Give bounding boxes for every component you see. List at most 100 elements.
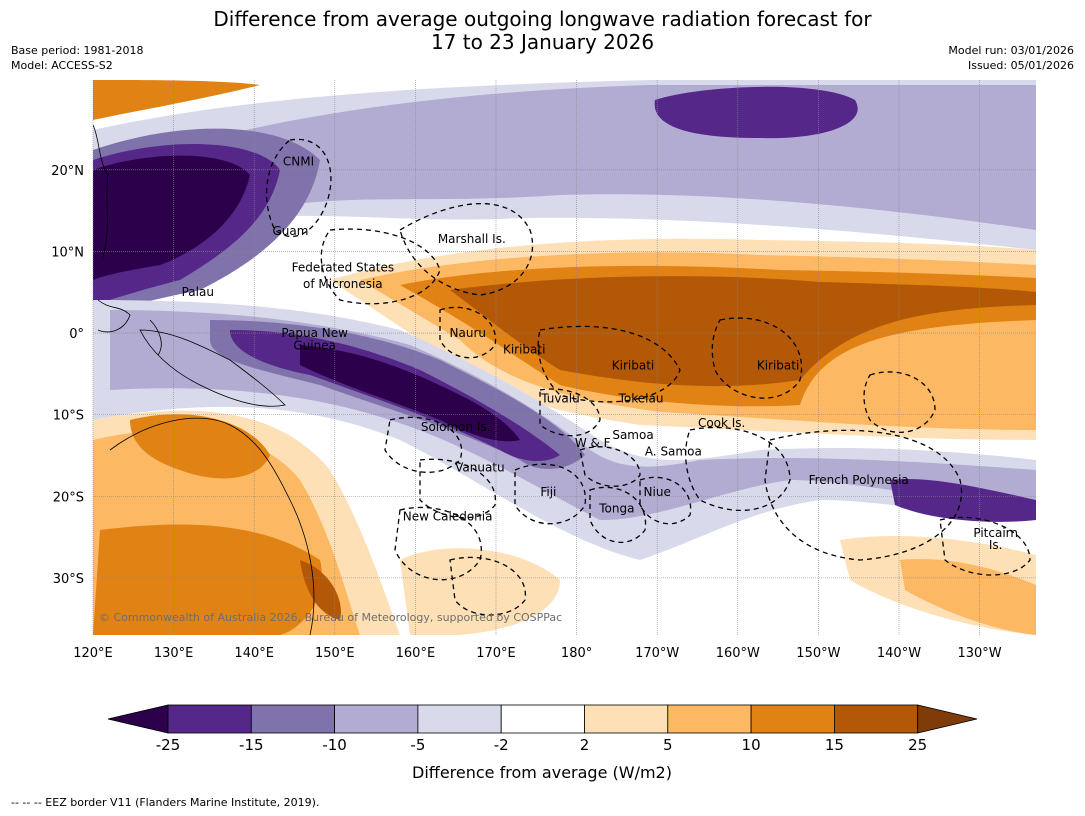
lat-tick-label: 30°S	[53, 572, 84, 587]
eez-footnote: -- -- -- EEZ border V11 (Flanders Marine…	[11, 796, 320, 809]
eez-kiribati-line	[711, 317, 803, 399]
colorbar-swatch	[667, 704, 752, 734]
lat-tick-label: 10°N	[51, 245, 84, 260]
lon-tick-label: 140°W	[877, 646, 921, 661]
chart-title: Difference from average outgoing longwav…	[0, 8, 1085, 54]
issued-date: Issued: 05/01/2026	[967, 59, 1074, 72]
lat-tick-label: 20°N	[51, 164, 84, 179]
place-label: French Polynesia	[809, 473, 909, 487]
colorbar-swatch	[417, 704, 502, 734]
place-label: Guinea	[293, 338, 336, 352]
place-label: W & F	[575, 436, 611, 450]
lat-tick-label: 20°S	[53, 490, 84, 505]
eez-pitcairn	[939, 516, 1031, 576]
equatorial-warm-core	[450, 276, 1036, 387]
lon-tick-label: 140°E	[234, 646, 274, 661]
colorbar-swatch	[250, 704, 336, 734]
place-label: Cook Is.	[698, 416, 745, 430]
tasman-warm	[400, 548, 560, 635]
graticule	[92, 80, 1036, 635]
lat-tick-label: 10°S	[53, 409, 84, 424]
place-label: Solomon Is.	[421, 420, 491, 434]
coastlines	[93, 124, 315, 635]
northwest-warm	[93, 80, 260, 120]
base-period: Base period: 1981-2018	[11, 44, 144, 57]
eez-new-caledonia	[394, 506, 482, 581]
lat-tick-label: 0°	[69, 327, 84, 342]
meta-right: Model run: 03/01/2026 Issued: 05/01/2026	[948, 43, 1074, 73]
lon-tick-label: 160°W	[716, 646, 760, 661]
place-label: of Micronesia	[303, 277, 383, 291]
sulawesi-coast	[149, 319, 162, 356]
colorbar-swatch	[834, 704, 919, 734]
colorbar-tick-label: -2	[494, 736, 509, 754]
lon-tick-label: 130°E	[154, 646, 194, 661]
eez-kiribati-phoenix	[537, 325, 681, 403]
colorbar-swatch	[500, 704, 585, 734]
olr-anomaly-map: CNMI Guam Marshall Is. Federated States of M…	[51, 80, 1036, 782]
colorbar-swatch	[584, 704, 669, 734]
colorbar-label: Difference from average (W/m2)	[412, 763, 672, 782]
copyright-note: © Commonwealth of Australia 2026, Bureau…	[99, 611, 562, 624]
lon-tick-label: 130°W	[957, 646, 1001, 661]
eez-line-south	[863, 371, 936, 433]
spcz-core	[300, 345, 520, 442]
place-label: Palau	[182, 285, 214, 299]
colorbar-swatch	[750, 704, 835, 734]
new-guinea-coast	[139, 329, 286, 407]
lon-tick-label: 150°E	[315, 646, 355, 661]
place-label: Niue	[644, 485, 671, 499]
model-run: Model run: 03/01/2026	[948, 44, 1074, 57]
model-name: Model: ACCESS-S2	[11, 59, 113, 72]
colorbar-swatch	[167, 704, 252, 734]
lon-tick-label: 180°	[561, 646, 592, 661]
eez-marshall	[399, 202, 534, 296]
colorbar-tick-label: -15	[239, 736, 264, 754]
eez-solomon	[384, 416, 463, 473]
north-central-low	[654, 86, 858, 139]
west-pacific-low-core	[93, 155, 250, 280]
lon-tick-label: 160°E	[396, 646, 436, 661]
place-label: Kiribati	[612, 359, 654, 373]
colorbar-tick-label: 15	[825, 736, 844, 754]
colorbar-tick-label: -10	[322, 736, 347, 754]
eez-nauru	[439, 306, 497, 359]
colorbar-tick-label: 5	[663, 736, 673, 754]
colorbar-tick-label: 10	[742, 736, 761, 754]
colorbar-tick-label: -25	[156, 736, 181, 754]
eez-micronesia	[320, 228, 441, 305]
lon-tick-label: 150°W	[796, 646, 840, 661]
title-line-1: Difference from average outgoing longwav…	[213, 7, 872, 31]
colorbar-swatch	[334, 704, 419, 734]
colorbar-tick-label: -5	[410, 736, 425, 754]
place-label: Vanuatu	[455, 461, 505, 475]
place-label: Samoa	[612, 428, 653, 442]
eez-kermadec	[449, 556, 526, 616]
place-label: CNMI	[283, 155, 314, 169]
south-australia-core	[300, 560, 341, 620]
place-label: Papua New	[281, 326, 348, 340]
eez-niue	[639, 476, 692, 525]
title-line-2: 17 to 23 January 2026	[430, 30, 655, 54]
colorbar-min-extend	[107, 704, 169, 734]
place-label: Nauru	[450, 326, 486, 340]
place-labels: CNMI Guam Marshall Is. Federated States of M…	[182, 155, 1018, 553]
lon-tick-label: 120°E	[73, 646, 113, 661]
colorbar: -25 -15 -10 -5 -2 2 5 10 15 25	[107, 704, 978, 754]
eez-borders	[265, 138, 1031, 616]
borneo-coast	[97, 299, 131, 333]
place-label: Federated States	[292, 261, 394, 275]
axis-labels: 120°E 130°E 140°E 150°E 160°E 170°E 180° 170°W 1…	[51, 164, 1002, 661]
place-label: Kiribati	[757, 359, 799, 373]
lon-tick-label: 170°E	[476, 646, 516, 661]
place-label: Tuvalu	[540, 391, 580, 405]
eez-tuvalu	[539, 388, 601, 437]
place-label: Tonga	[598, 501, 634, 515]
asia-coast	[93, 124, 109, 261]
eez-samoa	[579, 446, 641, 487]
lon-tick-label: 170°W	[635, 646, 679, 661]
place-label: Fiji	[540, 485, 556, 499]
place-label: Marshall Is.	[438, 232, 506, 246]
place-label: Tokelau	[618, 391, 664, 405]
australia-coast	[109, 417, 315, 635]
